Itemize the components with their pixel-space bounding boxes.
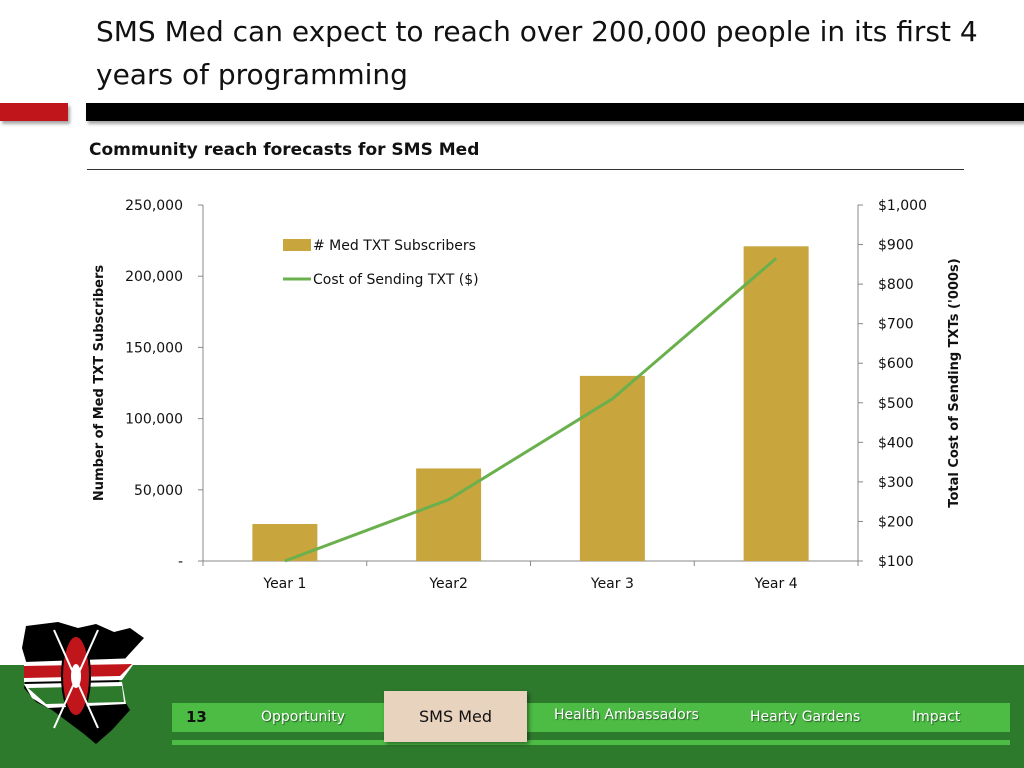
- nav-impact[interactable]: Impact: [912, 709, 961, 725]
- chart-subtitle: Community reach forecasts for SMS Med: [89, 140, 480, 160]
- nav-underline: [172, 740, 1010, 745]
- bar: [579, 375, 645, 561]
- subtitle-divider: [87, 169, 964, 170]
- y2-tick-label: $500: [878, 396, 914, 412]
- x-tick-label: Year2: [428, 576, 468, 592]
- bar: [252, 523, 318, 561]
- nav-band: [172, 703, 1010, 732]
- nav-hearty-gardens[interactable]: Hearty Gardens: [750, 709, 861, 725]
- nav-opportunity[interactable]: Opportunity: [261, 709, 346, 725]
- y-tick-label: 200,000: [125, 269, 183, 285]
- legend-swatch-bar: [283, 239, 311, 251]
- slide-title: SMS Med can expect to reach over 200,000…: [96, 15, 978, 91]
- cost-line: [284, 257, 778, 563]
- y-tick-label: -: [178, 554, 183, 570]
- y-tick-label: 150,000: [125, 340, 183, 356]
- y2-tick-label: $200: [878, 514, 914, 530]
- nav-health-ambassadors[interactable]: Health Ambassadors: [554, 707, 699, 723]
- combo-chart: - 50,000 100,000 150,000 200,000 250,000 $100 $…: [92, 198, 962, 592]
- y2-tick-label: $700: [878, 317, 914, 333]
- y2-tick-label: $800: [878, 277, 914, 293]
- y2-tick-label: $100: [878, 554, 914, 570]
- bar: [743, 246, 809, 561]
- page-number: 13: [186, 708, 207, 726]
- bar: [416, 468, 482, 561]
- y-tick-label: 250,000: [125, 198, 183, 214]
- x-tick-label: Year 1: [262, 576, 306, 592]
- y2-tick-label: $900: [878, 238, 914, 254]
- y-tick-label: 50,000: [134, 483, 183, 499]
- y-tick-label: 100,000: [125, 412, 183, 428]
- y2-tick-label: $300: [878, 475, 914, 491]
- y2-tick-label: $400: [878, 435, 914, 451]
- title-accent-black: [86, 103, 1024, 121]
- x-tick-label: Year 4: [754, 576, 798, 592]
- y2-axis-title: Total Cost of Sending TXTs ('000s): [947, 258, 962, 507]
- legend-label: # Med TXT Subscribers: [313, 238, 476, 254]
- nav-sms-med[interactable]: SMS Med: [384, 691, 527, 742]
- title-accent-red: [0, 103, 68, 121]
- y2-tick-label: $600: [878, 356, 914, 372]
- x-tick-label: Year 3: [590, 576, 634, 592]
- kenya-flag-map-icon: [22, 622, 144, 744]
- y2-tick-label: $1,000: [878, 198, 927, 214]
- legend-label: Cost of Sending TXT ($): [313, 272, 479, 288]
- y-axis-title: Number of Med TXT Subscribers: [92, 265, 107, 501]
